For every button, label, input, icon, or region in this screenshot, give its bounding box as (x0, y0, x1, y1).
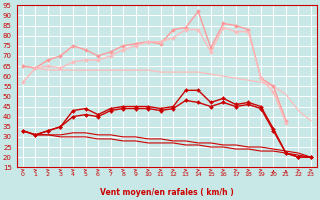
X-axis label: Vent moyen/en rafales ( km/h ): Vent moyen/en rafales ( km/h ) (100, 188, 234, 197)
